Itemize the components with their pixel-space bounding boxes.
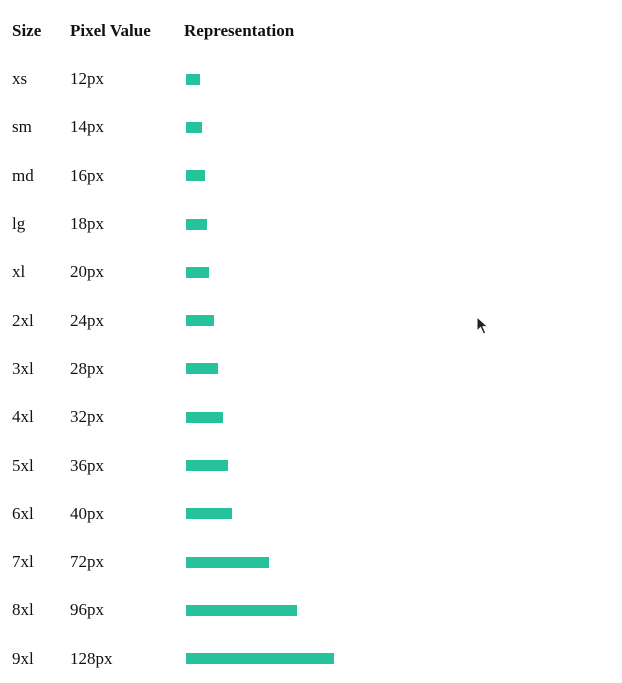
table-row: lg 18px xyxy=(2,200,354,248)
pixel-value-cell: 12px xyxy=(70,69,104,89)
table-row: 2xl 24px xyxy=(2,296,354,344)
table-row: 4xl 32px xyxy=(2,393,354,441)
size-bar xyxy=(186,556,269,568)
pixel-value-column-header: Pixel Value xyxy=(70,21,151,40)
representation-cell xyxy=(174,103,354,151)
size-bar xyxy=(186,218,207,230)
size-cell: 2xl xyxy=(12,310,34,330)
table-row: md 16px xyxy=(2,152,354,200)
size-scale-table: Size Pixel Value Representation xs 12px sm… xyxy=(2,7,354,683)
representation-cell xyxy=(174,152,354,200)
size-bar xyxy=(186,73,200,85)
size-bar xyxy=(186,460,228,472)
table-row: sm 14px xyxy=(2,103,354,151)
size-bar xyxy=(186,170,205,182)
table-row: 9xl 128px xyxy=(2,635,354,683)
size-cell: 6xl xyxy=(12,503,34,523)
representation-cell xyxy=(174,441,354,489)
pixel-value-cell: 32px xyxy=(70,407,104,427)
representation-cell xyxy=(174,393,354,441)
representation-cell xyxy=(174,345,354,393)
pixel-value-cell: 14px xyxy=(70,117,104,137)
size-table-body: xs 12px sm 14px md 16px lg 18px xl 20px 2xl 24px 3xl… xyxy=(2,55,354,683)
pixel-value-cell: 40px xyxy=(70,503,104,523)
size-cell: xl xyxy=(12,262,26,282)
pixel-value-cell: 18px xyxy=(70,214,104,234)
table-row: 3xl 28px xyxy=(2,345,354,393)
size-cell: 7xl xyxy=(12,552,34,572)
representation-cell xyxy=(174,248,354,296)
pixel-value-cell: 24px xyxy=(70,310,104,330)
size-bar xyxy=(186,266,209,278)
representation-cell xyxy=(174,490,354,538)
table-row: 6xl 40px xyxy=(2,490,354,538)
size-cell: 8xl xyxy=(12,600,34,620)
representation-cell xyxy=(174,538,354,586)
size-bar xyxy=(186,411,223,423)
pixel-value-cell: 36px xyxy=(70,455,104,475)
representation-cell xyxy=(174,586,354,634)
table-row: 7xl 72px xyxy=(2,538,354,586)
size-bar xyxy=(186,121,202,133)
size-bar xyxy=(186,508,232,520)
size-cell: 9xl xyxy=(12,648,34,668)
pixel-value-cell: 128px xyxy=(70,648,113,668)
table-row: 8xl 96px xyxy=(2,586,354,634)
representation-cell xyxy=(174,296,354,344)
size-cell: lg xyxy=(12,214,26,234)
size-cell: 3xl xyxy=(12,358,34,378)
representation-cell xyxy=(174,635,354,683)
size-cell: 4xl xyxy=(12,407,34,427)
representation-cell xyxy=(174,55,354,103)
representation-cell xyxy=(174,200,354,248)
pixel-value-cell: 16px xyxy=(70,165,104,185)
pixel-value-cell: 96px xyxy=(70,600,104,620)
table-row: xs 12px xyxy=(2,55,354,103)
pixel-value-cell: 20px xyxy=(70,262,104,282)
representation-column-header: Representation xyxy=(184,21,295,40)
mouse-pointer-icon xyxy=(476,316,489,335)
size-cell: 5xl xyxy=(12,455,34,475)
size-bar xyxy=(186,653,334,665)
size-column-header: Size xyxy=(12,21,42,40)
size-cell: md xyxy=(12,165,34,185)
pixel-value-cell: 28px xyxy=(70,358,104,378)
size-bar xyxy=(186,604,297,616)
size-bar xyxy=(186,363,218,375)
table-row: 5xl 36px xyxy=(2,441,354,489)
table-row: xl 20px xyxy=(2,248,354,296)
size-bar xyxy=(186,315,214,327)
table-header-row: Size Pixel Value Representation xyxy=(2,7,354,55)
size-cell: xs xyxy=(12,69,28,89)
size-cell: sm xyxy=(12,117,32,137)
pixel-value-cell: 72px xyxy=(70,552,104,572)
